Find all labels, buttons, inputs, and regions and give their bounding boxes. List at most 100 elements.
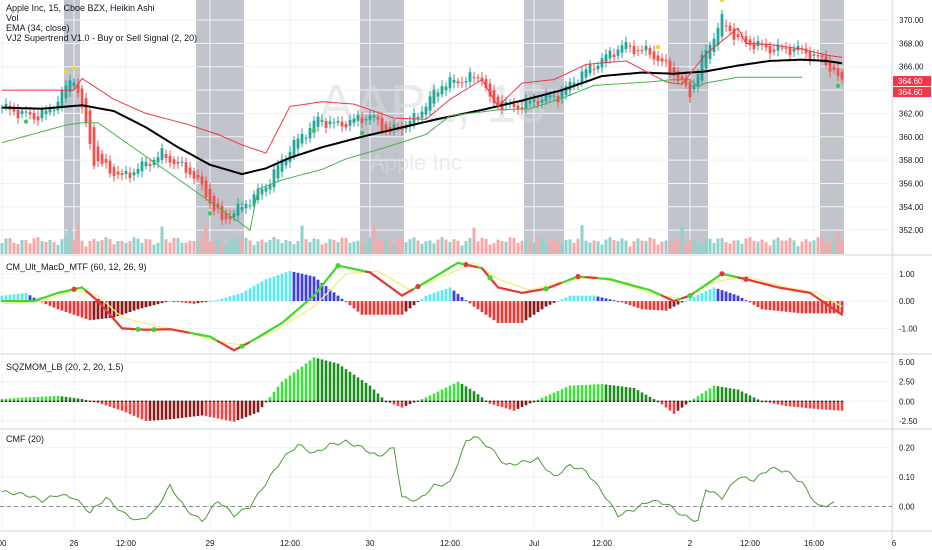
macd-histogram-bar (420, 298, 424, 302)
volume-bar (612, 239, 616, 254)
macd-histogram-bar (388, 301, 392, 315)
macd-histogram-bar (24, 292, 28, 302)
ema-legend[interactable]: EMA (34, close) (6, 23, 70, 33)
candle-body (24, 111, 28, 113)
volume-bar (644, 240, 648, 254)
macd-histogram-bar (704, 291, 708, 302)
macd-cross-marker (487, 275, 493, 281)
volume-legend[interactable]: Vol (6, 13, 19, 23)
macd-cross-marker (151, 326, 157, 333)
volume-bar (684, 243, 688, 254)
volume-bar (596, 241, 600, 254)
candle-body (256, 188, 260, 201)
macd-histogram-bar (428, 294, 432, 302)
volume-bar (400, 238, 404, 254)
squeeze-histogram-bar (696, 396, 700, 402)
macd-histogram-bar (600, 297, 604, 302)
volume-bar (304, 239, 308, 254)
volume-bar (96, 241, 100, 254)
candle-body (148, 164, 152, 167)
volume-bar (104, 237, 108, 254)
watermark-name: Apple Inc (370, 150, 462, 175)
volume-bar (52, 242, 56, 254)
cmf-legend[interactable]: CMF (20) (6, 434, 44, 444)
volume-bar (624, 240, 628, 254)
macd-histogram-bar (740, 297, 744, 302)
volume-bar (116, 241, 120, 254)
squeeze-histogram-bar (28, 397, 32, 402)
volume-bar (344, 237, 348, 254)
macd-histogram-bar (444, 288, 448, 302)
squeeze-histogram-bar (316, 358, 320, 402)
candle-body (124, 171, 128, 175)
squeeze-histogram-bar (240, 401, 244, 419)
macd-legend[interactable]: CM_Ult_MacD_MTF (60, 12, 26, 9) (6, 262, 147, 272)
candle-body (188, 167, 192, 175)
volume-bar (736, 240, 740, 254)
supertrend-legend[interactable]: VJ2 Supertrend V1.0 - Buy or Sell Signal… (6, 33, 198, 43)
candle-body (804, 48, 808, 54)
candle-body (364, 119, 368, 121)
volume-bar (396, 239, 400, 254)
squeeze-histogram-bar (596, 384, 600, 402)
macd-histogram-bar (700, 292, 704, 302)
time-axis-tick: Jul (529, 539, 539, 548)
candle-body (336, 120, 340, 123)
macd-histogram-bar (800, 301, 804, 314)
candle-body (628, 45, 632, 47)
volume-bar (60, 239, 64, 254)
volume-bar (420, 243, 424, 254)
squeeze-histogram-bar (4, 398, 8, 402)
macd-histogram-bar (72, 301, 76, 315)
candle-body (704, 49, 708, 68)
candle-body (392, 124, 396, 130)
volume-bar (572, 242, 576, 254)
squeeze-histogram-bar (376, 393, 380, 402)
squeeze-histogram-bar (284, 378, 288, 402)
macd-histogram-bar (216, 299, 220, 302)
squeeze-histogram-bar (52, 396, 56, 402)
squeeze-histogram-bar (504, 401, 508, 409)
volume-bar (696, 244, 700, 254)
candle-body (608, 50, 612, 59)
macd-histogram-bar (84, 301, 88, 319)
price-axis-tick: 352.00 (899, 226, 924, 235)
candle-body (820, 55, 824, 57)
macd-axis-tick: 0.00 (899, 297, 915, 306)
sell-signal-marker (719, 0, 725, 3)
squeeze-legend[interactable]: SQZMOM_LB (20, 2, 20, 1.5) (6, 362, 124, 372)
price-axis-tick: 368.00 (899, 39, 924, 48)
squeeze-histogram-bar (212, 401, 216, 418)
volume-bar (740, 243, 744, 254)
squeeze-histogram-bar (640, 392, 644, 402)
macd-histogram-bar (804, 301, 808, 314)
macd-histogram-bar (276, 275, 280, 302)
squeeze-histogram-bar (784, 401, 788, 407)
candle-body (116, 171, 120, 175)
volume-bar (716, 238, 720, 254)
candle-body (60, 90, 64, 107)
macd-histogram-bar (684, 300, 688, 302)
volume-bar (744, 238, 748, 254)
macd-histogram-bar (20, 293, 24, 302)
volume-bar (408, 239, 412, 254)
squeeze-histogram-bar (540, 397, 544, 402)
macd-histogram-bar (492, 301, 496, 321)
macd-histogram-bar (144, 301, 148, 308)
volume-bar (320, 244, 324, 254)
macd-histogram-bar (100, 301, 104, 319)
squeeze-histogram-bar (216, 401, 220, 419)
candle-body (840, 71, 844, 80)
main-legend-title[interactable]: Apple Inc, 15, Cboe BZX, Heikin Ashi (6, 3, 155, 13)
squeeze-histogram-bar (660, 401, 664, 405)
time-axis-tick: 00 (0, 539, 7, 548)
squeeze-histogram-bar (668, 401, 672, 411)
squeeze-histogram-bar (36, 396, 40, 402)
squeeze-histogram-bar (260, 401, 264, 408)
volume-bar (820, 238, 824, 254)
squeeze-histogram-bar (548, 394, 552, 402)
squeeze-histogram-bar (576, 385, 580, 402)
candle-body (816, 55, 820, 57)
volume-bar (812, 240, 816, 254)
volume-bar (280, 243, 284, 254)
